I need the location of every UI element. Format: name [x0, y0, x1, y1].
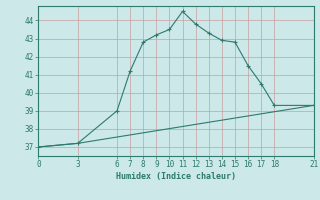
X-axis label: Humidex (Indice chaleur): Humidex (Indice chaleur)	[116, 172, 236, 181]
